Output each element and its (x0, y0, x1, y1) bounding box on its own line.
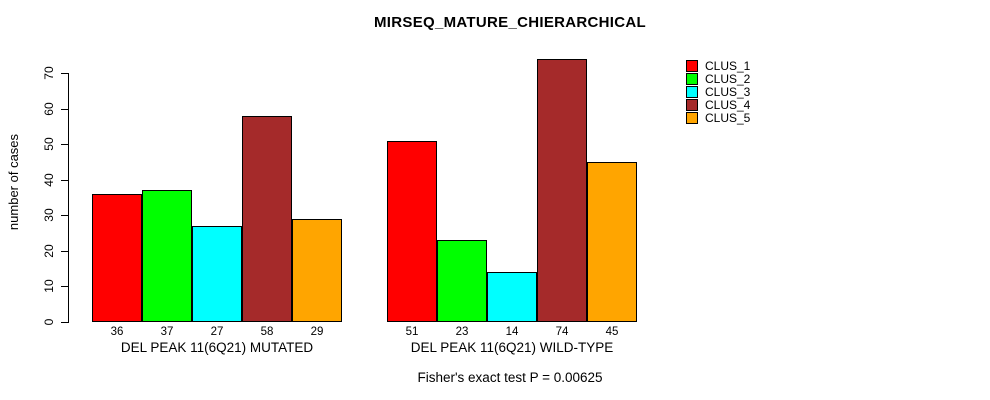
legend-item-clus_1: CLUS_1 (686, 58, 751, 73)
bar-value-label: 27 (210, 326, 224, 338)
fisher-test-annotation: Fisher's exact test P = 0.00625 (417, 370, 603, 385)
legend: CLUS_1 CLUS_2 CLUS_3 CLUS_4 CLUS_5 (686, 59, 750, 125)
y-axis-tick (61, 322, 68, 323)
y-axis-tick-label: 20 (42, 244, 56, 258)
y-axis-tick-label: 70 (42, 66, 56, 80)
x-axis-group-label: DEL PEAK 11(6Q21) MUTATED (120, 340, 314, 355)
bar-clus_4 (537, 58, 587, 322)
bar-clus_5 (292, 218, 342, 322)
bar-clus_3 (487, 272, 537, 322)
y-axis-tick (61, 73, 68, 74)
bar-clus_3 (192, 225, 242, 322)
y-axis-line (68, 73, 69, 323)
bar-value-label: 51 (405, 326, 419, 338)
x-axis-group-label: DEL PEAK 11(6Q21) WILD-TYPE (410, 340, 614, 355)
bar-value-label: 14 (505, 326, 519, 338)
y-axis-title: number of cases (6, 133, 21, 231)
y-axis-tick-label: 10 (42, 279, 56, 294)
legend-swatch-icon (686, 72, 698, 85)
legend-swatch-icon (686, 59, 698, 72)
legend-label: CLUS_5 (705, 111, 751, 126)
bar-clus_1 (387, 140, 437, 322)
legend-item-clus_4: CLUS_4 (686, 98, 751, 113)
legend-swatch-icon (686, 112, 698, 125)
y-axis-tick-label: 30 (42, 208, 56, 222)
y-axis-tick-label: 60 (42, 101, 56, 116)
bar-value-label: 58 (260, 326, 274, 338)
legend-item-clus_3: CLUS_3 (686, 84, 751, 99)
legend-item-clus_5: CLUS_5 (686, 111, 751, 126)
legend-label: CLUS_1 (705, 58, 751, 73)
legend-label: CLUS_2 (705, 71, 751, 86)
bar-value-label: 29 (310, 326, 324, 338)
legend-swatch-icon (686, 85, 698, 98)
bar-value-label: 74 (555, 326, 569, 338)
bar-clus_2 (437, 240, 487, 322)
y-axis-tick (61, 250, 68, 252)
y-axis-tick (61, 286, 68, 288)
bar-value-label: 36 (110, 326, 124, 338)
y-axis-tick (61, 108, 68, 110)
bar-clus_4 (242, 115, 292, 322)
bar-value-label: 23 (455, 326, 469, 338)
y-axis-tick (61, 144, 68, 146)
chart-title: MIRSEQ_MATURE_CHIERARCHICAL (374, 14, 646, 31)
legend-label: CLUS_4 (705, 98, 751, 113)
y-axis-tick (61, 215, 68, 217)
bar-clus_2 (142, 190, 192, 322)
legend-swatch-icon (686, 99, 698, 112)
bar-value-label: 37 (160, 326, 174, 338)
bar-clus_1 (92, 193, 142, 322)
legend-label: CLUS_3 (705, 84, 751, 99)
legend-item-clus_2: CLUS_2 (686, 71, 751, 86)
bar-clus_5 (587, 161, 637, 322)
y-axis-tick (61, 179, 68, 181)
bar-value-label: 45 (605, 326, 619, 338)
y-axis-tick-label: 40 (42, 173, 56, 187)
y-axis-tick-label: 0 (42, 318, 56, 326)
y-axis-tick-label: 50 (42, 137, 56, 151)
